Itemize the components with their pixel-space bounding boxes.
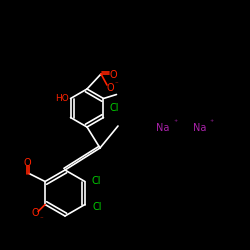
Text: ⁻: ⁻ bbox=[114, 81, 118, 87]
Text: Cl: Cl bbox=[92, 202, 102, 211]
Text: HO: HO bbox=[55, 94, 68, 103]
Text: ⁺: ⁺ bbox=[210, 118, 214, 128]
Text: Cl: Cl bbox=[91, 176, 101, 186]
Text: ⁺: ⁺ bbox=[173, 118, 177, 128]
Text: Cl: Cl bbox=[109, 103, 119, 113]
Text: ⁻: ⁻ bbox=[39, 216, 43, 222]
Text: O: O bbox=[106, 83, 114, 93]
Text: Na: Na bbox=[193, 123, 207, 133]
Text: O: O bbox=[23, 158, 31, 168]
Text: O: O bbox=[109, 70, 117, 80]
Text: O: O bbox=[31, 208, 39, 218]
Text: Na: Na bbox=[156, 123, 170, 133]
